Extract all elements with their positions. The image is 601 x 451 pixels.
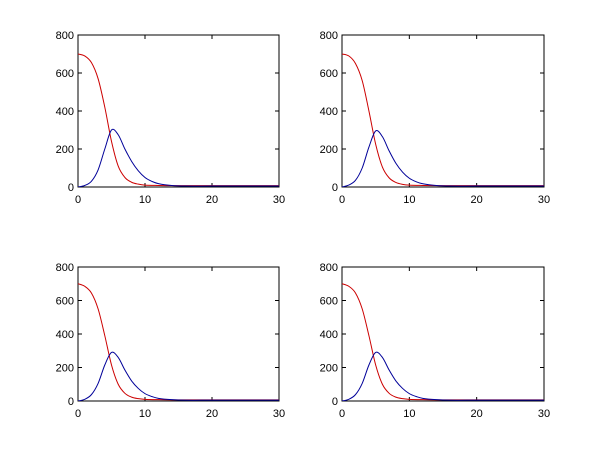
x-tick-label: 0 (339, 194, 345, 206)
x-tick-label: 0 (75, 194, 81, 206)
y-tick-label: 800 (56, 30, 74, 42)
axes-frame (77, 34, 280, 188)
y-tick-label: 400 (56, 106, 74, 118)
y-tick-label: 200 (56, 363, 74, 375)
y-tick-label: 400 (320, 329, 338, 341)
x-tick-label: 10 (403, 194, 415, 206)
series-line-2 (78, 128, 279, 187)
y-tick-label: 0 (332, 396, 338, 408)
x-tick-label: 20 (206, 408, 218, 420)
x-tick-label: 30 (273, 408, 285, 420)
x-tick-label: 0 (75, 408, 81, 420)
x-tick-label: 10 (403, 408, 415, 420)
x-tick-label: 30 (273, 194, 285, 206)
y-tick-label: 400 (320, 106, 338, 118)
x-tick-label: 20 (471, 408, 483, 420)
series-line-2 (342, 130, 544, 187)
x-tick-label: 10 (139, 194, 151, 206)
y-tick-label: 0 (68, 396, 74, 408)
axes-frame (341, 266, 545, 402)
y-tick-label: 600 (320, 296, 338, 308)
subplot-3: 0 10 20 30 0 200 400 600 800 (56, 262, 285, 420)
x-tick-label: 20 (471, 194, 483, 206)
axes-frame (341, 34, 545, 188)
x-tick-label: 30 (538, 194, 550, 206)
subplot-4: 0 10 20 30 0 200 400 600 800 (320, 262, 550, 420)
series-line-2 (342, 351, 544, 401)
y-tick-label: 0 (68, 182, 74, 194)
y-tick-label: 600 (56, 296, 74, 308)
y-tick-label: 200 (320, 144, 338, 156)
y-tick-label: 200 (56, 144, 74, 156)
x-tick-label: 10 (139, 408, 151, 420)
y-tick-label: 800 (320, 262, 338, 274)
subplot-1: 0 10 20 30 0 200 400 600 800 (56, 30, 285, 206)
series-line-2 (78, 351, 279, 401)
axes-frame (77, 266, 280, 402)
x-tick-label: 0 (339, 408, 345, 420)
y-tick-label: 0 (332, 182, 338, 194)
x-tick-label: 20 (206, 194, 218, 206)
y-tick-label: 400 (56, 329, 74, 341)
y-tick-label: 200 (320, 363, 338, 375)
y-tick-label: 800 (320, 30, 338, 42)
y-tick-label: 800 (56, 262, 74, 274)
y-tick-label: 600 (56, 68, 74, 80)
x-tick-label: 30 (538, 408, 550, 420)
y-tick-label: 600 (320, 68, 338, 80)
subplot-2: 0 10 20 30 0 200 400 600 800 (320, 30, 550, 206)
